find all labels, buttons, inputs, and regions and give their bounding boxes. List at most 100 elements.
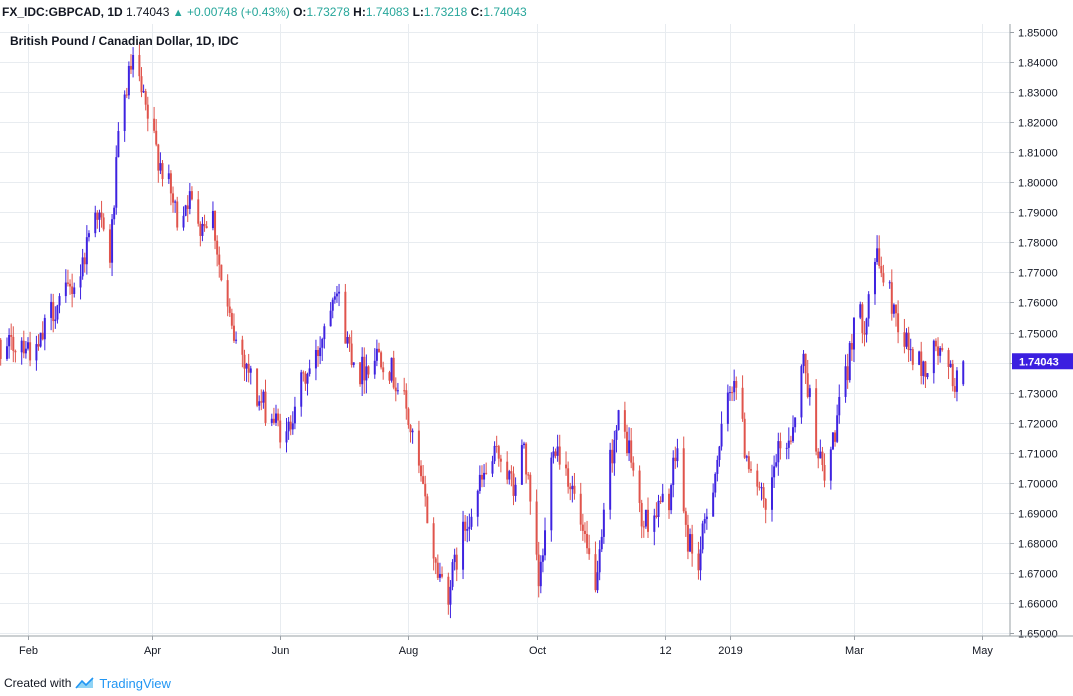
candle-up	[58, 293, 61, 314]
candle-up	[438, 562, 441, 582]
candle-down	[907, 326, 910, 363]
candle-up	[54, 306, 57, 329]
candle-down	[756, 463, 759, 496]
candle-up	[319, 336, 322, 365]
candle-down	[480, 465, 483, 488]
candle-up	[602, 502, 605, 544]
price-change: +0.00748 (+0.43%)	[187, 5, 290, 19]
candle-down	[10, 323, 13, 350]
candle-down	[506, 451, 509, 485]
candle-up	[308, 359, 311, 377]
candle-up	[470, 508, 473, 530]
candle-down	[937, 337, 940, 365]
candle-up	[520, 439, 523, 485]
candle-up	[39, 332, 42, 348]
candle-up	[962, 360, 965, 387]
candle-up	[808, 384, 811, 406]
candle-up	[321, 337, 324, 361]
candle-up	[615, 425, 618, 453]
candle-down	[41, 321, 44, 341]
candle-down	[674, 446, 677, 469]
candle-up	[672, 450, 675, 498]
candle-down	[317, 346, 320, 367]
low-label: L:	[412, 5, 424, 19]
candle-up	[453, 548, 456, 571]
price-tick-label: 1.65000	[1018, 629, 1058, 641]
grid-lines	[0, 24, 1010, 636]
candle-up	[859, 301, 862, 320]
candle-down	[420, 460, 423, 482]
candle-up	[449, 580, 452, 619]
candle-down	[264, 379, 267, 426]
candle-down	[403, 377, 406, 395]
candle-down	[594, 541, 597, 593]
time-tick-label: Feb	[19, 645, 38, 657]
candle-down	[659, 496, 662, 504]
candle-up	[794, 417, 797, 433]
candle-down	[941, 343, 944, 352]
candle-up	[888, 280, 891, 289]
candle-up	[346, 331, 349, 348]
high-value: 1.74083	[365, 5, 410, 19]
candle-down	[71, 273, 74, 308]
candle-down	[277, 408, 280, 427]
candle-down	[83, 252, 86, 273]
candle-up	[661, 483, 664, 503]
candle-down	[348, 334, 351, 352]
candle-up	[8, 328, 11, 359]
footer: Created with TradingView	[4, 672, 171, 694]
time-tick-label: 12	[659, 645, 671, 657]
candle-up	[932, 339, 935, 384]
tradingview-logo-icon[interactable]	[75, 676, 95, 690]
candle-up	[300, 369, 303, 417]
candle-up	[98, 209, 101, 233]
candle-down	[432, 517, 435, 571]
candle-up	[211, 201, 214, 231]
candle-down	[216, 235, 219, 267]
candle-down	[424, 475, 427, 507]
candle-down	[199, 221, 202, 247]
candle-up	[867, 291, 870, 327]
candle-up	[539, 555, 542, 594]
candle-down	[129, 54, 132, 75]
candle-down	[611, 439, 614, 473]
candle-down	[806, 359, 809, 399]
candle-up	[167, 164, 170, 184]
candle-down	[779, 432, 782, 460]
price-tick-label: 1.83000	[1018, 88, 1058, 100]
candle-up	[159, 152, 162, 175]
candle-down	[655, 502, 658, 519]
candle-down	[579, 482, 582, 531]
candle-up	[142, 84, 145, 94]
candle-down	[22, 330, 25, 359]
candle-up	[676, 438, 679, 468]
price-tick-label: 1.75000	[1018, 329, 1058, 341]
candle-down	[789, 435, 792, 445]
candle-down	[861, 302, 864, 344]
candle-down	[302, 370, 305, 382]
candle-down	[525, 442, 528, 484]
candle-up	[285, 417, 288, 453]
candle-up	[701, 520, 704, 554]
candle-down	[218, 246, 221, 278]
symbol-label[interactable]: FX_IDC:GBPCAD, 1D	[2, 5, 123, 19]
candle-up	[787, 427, 790, 460]
candle-down	[228, 298, 231, 317]
open-label: O:	[293, 5, 307, 19]
candle-up	[111, 214, 114, 277]
close-label: C:	[470, 5, 484, 19]
price-tick-label: 1.72000	[1018, 419, 1058, 431]
tradingview-brand[interactable]: TradingView	[99, 675, 171, 691]
time-axis[interactable]: Feb Apr Jun Aug Oct 12 2019 Mar May	[0, 635, 1073, 657]
candle-up	[27, 337, 29, 351]
candle-down	[417, 420, 420, 474]
candle-up	[375, 339, 378, 367]
candle-down	[735, 376, 738, 400]
candle-up	[245, 362, 248, 382]
candle-down	[172, 186, 175, 213]
candle-down	[897, 300, 900, 344]
price-axis[interactable]: 1.85000 1.84000 1.83000 1.82000 1.81000 1.800…	[1009, 24, 1073, 641]
candle-down	[630, 427, 633, 469]
candle-up	[73, 282, 76, 298]
